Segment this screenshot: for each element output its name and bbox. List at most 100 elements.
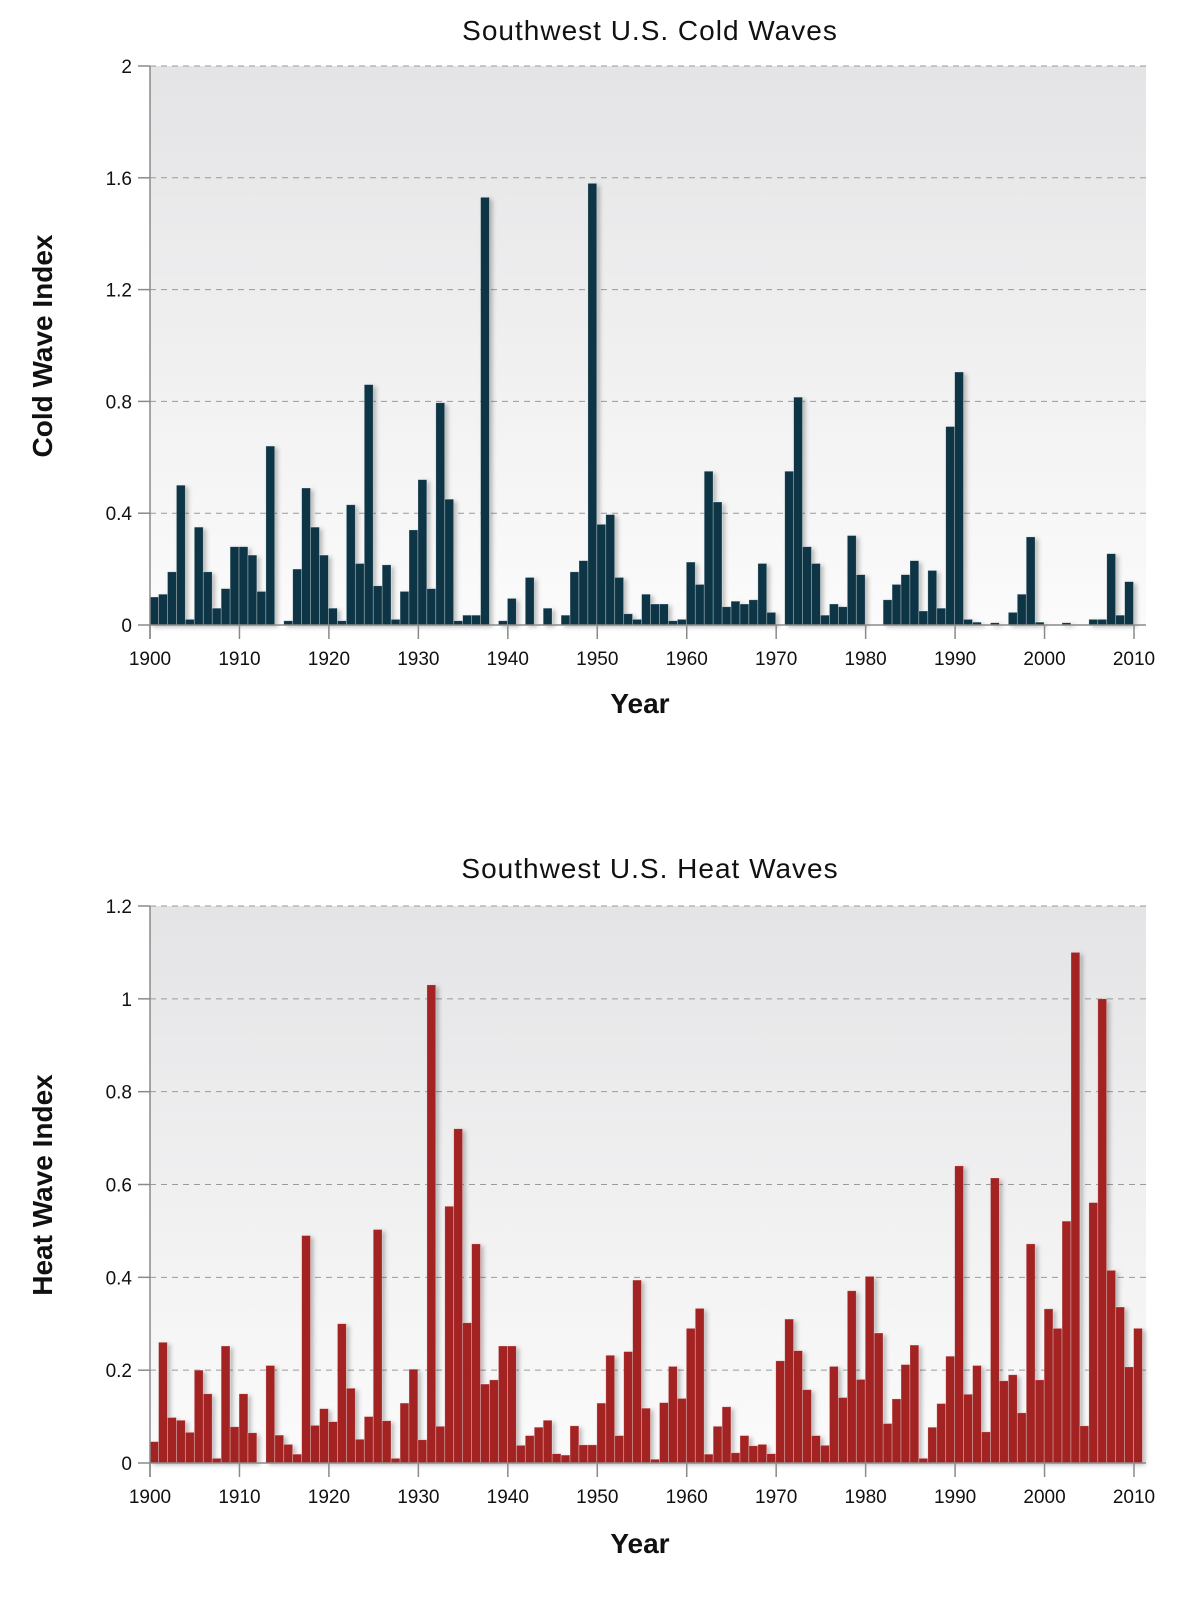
bar-1973	[802, 546, 812, 626]
bar-1979	[856, 1379, 866, 1464]
bar-1929	[408, 1368, 419, 1464]
x-tick-label: 1930	[397, 1487, 439, 1508]
bar-1978	[847, 535, 857, 626]
bar-1924	[364, 384, 374, 626]
bar-2006	[1097, 998, 1107, 1464]
y-tick-label: 0	[121, 616, 132, 637]
bar-1956	[650, 603, 660, 626]
bar-2000	[1043, 1308, 1054, 1464]
bar-1998	[1025, 536, 1036, 626]
bar-1997	[1017, 593, 1027, 626]
bar-1909	[229, 546, 240, 626]
bar-1948	[578, 1444, 589, 1464]
bar-2005	[1088, 619, 1098, 626]
y-axis-label: Heat Wave Index	[27, 1074, 58, 1296]
x-tick-label: 1920	[308, 1487, 350, 1508]
bar-1963	[712, 501, 723, 626]
bar-1922	[346, 504, 356, 626]
x-axis-label: Year	[610, 688, 669, 719]
y-tick-label: 1.6	[106, 169, 132, 190]
bar-1911	[247, 1432, 258, 1464]
bar-1969	[766, 1453, 776, 1464]
x-tick-label: 1980	[844, 649, 886, 670]
y-tick-label: 0	[121, 1454, 132, 1475]
bar-1953	[623, 613, 633, 626]
bar-1901	[158, 1342, 168, 1464]
bar-1947	[569, 1425, 580, 1464]
bar-1963	[712, 1426, 723, 1464]
bar-2009	[1124, 1366, 1134, 1464]
bar-1930	[417, 479, 428, 626]
bar-1902	[167, 1417, 177, 1464]
x-tick-label: 1940	[487, 649, 529, 670]
bar-1960	[686, 561, 696, 626]
bar-1914	[274, 1434, 284, 1464]
x-tick-label: 1970	[755, 1487, 797, 1508]
x-tick-label: 1980	[844, 1487, 886, 1508]
plot-area	[150, 66, 1146, 625]
bar-1910	[238, 546, 249, 626]
x-tick-label: 1960	[666, 649, 708, 670]
bar-1984	[900, 1364, 911, 1464]
bar-1945	[551, 1453, 562, 1464]
bar-1954	[632, 1279, 642, 1464]
bar-1928	[399, 591, 410, 626]
bar-1903	[176, 1419, 186, 1464]
bar-1980	[864, 1276, 875, 1464]
bar-1900	[149, 596, 159, 626]
bar-2008	[1115, 614, 1125, 626]
bar-1939	[498, 1345, 508, 1464]
y-tick-label: 0.6	[106, 1176, 132, 1197]
y-axis-label: Cold Wave Index	[27, 234, 58, 457]
bar-1990	[954, 1165, 964, 1464]
x-tick-label: 1910	[218, 649, 260, 670]
chart-title: Southwest U.S. Heat Waves	[461, 853, 838, 884]
y-tick-label: 0.8	[106, 392, 132, 413]
bar-1969	[766, 612, 776, 626]
bar-1931	[426, 588, 437, 626]
bar-2005	[1088, 1202, 1098, 1464]
y-tick-label: 0.8	[106, 1083, 132, 1104]
bar-1912	[256, 591, 267, 626]
x-tick-label: 1990	[934, 649, 976, 670]
bar-1913	[265, 445, 275, 626]
bar-1918	[310, 1425, 320, 1464]
bar-1998	[1025, 1243, 1036, 1464]
bar-1967	[748, 1445, 759, 1464]
bar-1946	[560, 614, 571, 626]
bar-2001	[1052, 1328, 1063, 1464]
bar-series	[149, 952, 1143, 1464]
bar-1970	[775, 1360, 785, 1464]
y-tick-label: 1.2	[106, 897, 132, 918]
bar-1978	[847, 1290, 857, 1464]
bar-1947	[569, 571, 580, 626]
bar-series	[149, 183, 1134, 626]
bar-1958	[668, 1366, 678, 1464]
bar-1923	[355, 1439, 365, 1464]
bar-1944	[542, 607, 553, 626]
heat-wave-chart: 0 0.2 0.4 0.6 0.8 1 1.2 1900 1910 1920 1930 1940 195…	[27, 853, 1155, 1559]
bar-1920	[328, 1421, 338, 1464]
bar-1953	[623, 1351, 633, 1464]
bar-1985	[909, 560, 920, 626]
bar-1962	[703, 1453, 714, 1464]
bar-1974	[811, 1435, 821, 1464]
bar-1988	[936, 1403, 946, 1464]
bar-1932	[435, 1426, 445, 1464]
bar-1957	[659, 603, 669, 626]
bar-1981	[873, 1332, 884, 1464]
bar-1916	[292, 1453, 302, 1464]
y-tick-label: 1	[121, 990, 132, 1011]
bar-1926	[381, 1420, 392, 1464]
bar-1948	[578, 560, 589, 626]
bar-1910	[238, 1393, 249, 1464]
bar-1943	[533, 1426, 544, 1464]
bar-1950	[596, 524, 606, 626]
x-tick-label: 2010	[1113, 1487, 1155, 1508]
bar-1932	[435, 402, 445, 626]
bar-1982	[882, 599, 893, 626]
bar-1952	[614, 577, 624, 626]
bar-1989	[945, 1355, 955, 1464]
bar-1991	[963, 1394, 973, 1464]
bar-1984	[900, 574, 911, 626]
